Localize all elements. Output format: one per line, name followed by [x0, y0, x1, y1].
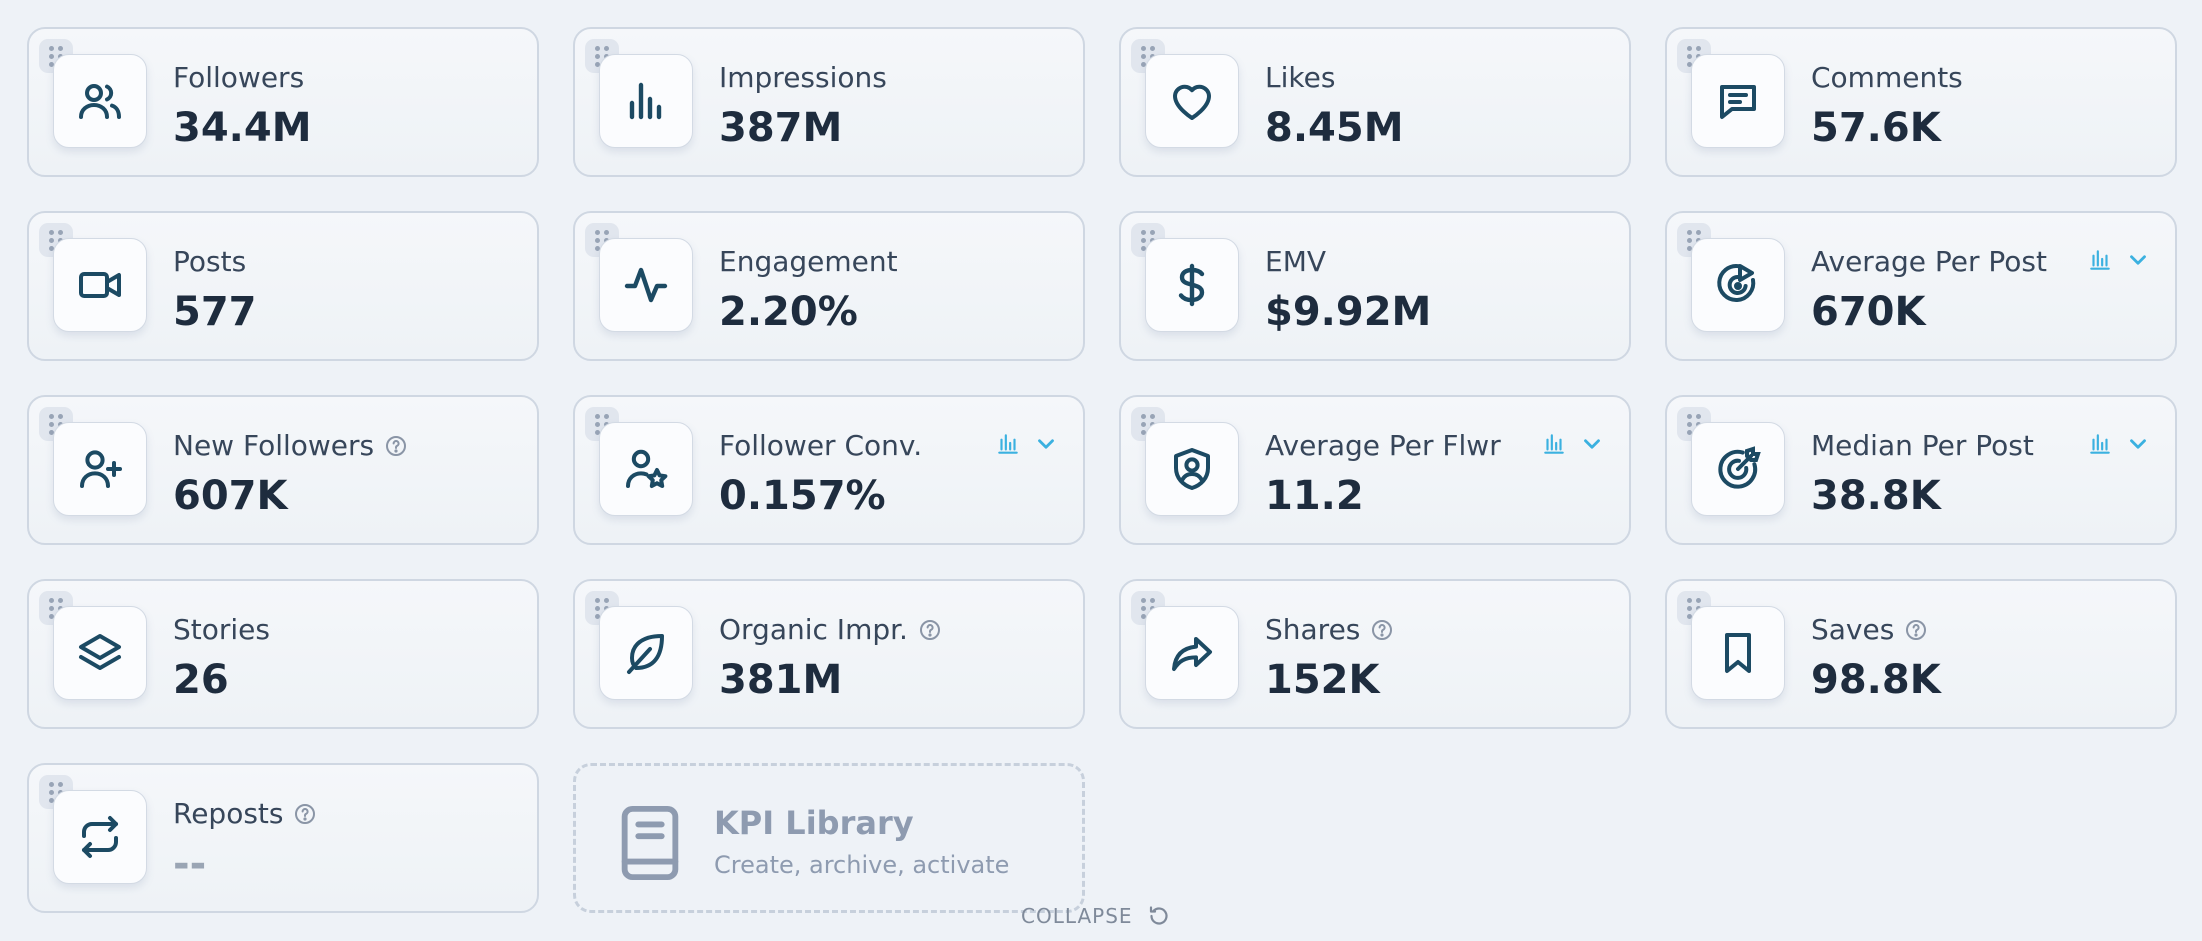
kpi-label: Saves [1811, 613, 1928, 646]
kpi-card-comments[interactable]: Comments 57.6K [1665, 27, 2177, 177]
kpi-label: Median Per Post [1811, 429, 2034, 462]
kpi-value: 98.8K [1811, 657, 1941, 703]
kpi-label: Reposts [173, 797, 317, 830]
repeat-icon [53, 790, 147, 884]
dollar-icon [1145, 238, 1239, 332]
kpi-label: Organic Impr. [719, 613, 942, 646]
kpi-library-title: KPI Library [714, 804, 914, 842]
share-icon [1145, 606, 1239, 700]
kpi-library-button[interactable]: KPI Library Create, archive, activate [573, 763, 1085, 913]
kpi-label: Stories [173, 613, 270, 646]
kpi-label: New Followers [173, 429, 408, 462]
kpi-card-saves[interactable]: Saves 98.8K [1665, 579, 2177, 729]
kpi-card-shares[interactable]: Shares 152K [1119, 579, 1631, 729]
kpi-value: 577 [173, 289, 257, 335]
activity-icon [599, 238, 693, 332]
user-star-icon [599, 422, 693, 516]
chevron-down-icon[interactable] [1579, 431, 1605, 457]
chart-toggle-icon[interactable] [995, 431, 1021, 457]
kpi-library-subtitle: Create, archive, activate [714, 851, 1010, 879]
kpi-value: 57.6K [1811, 105, 1941, 151]
kpi-value: 11.2 [1265, 473, 1364, 519]
card-tools [995, 431, 1059, 457]
kpi-card-impressions[interactable]: Impressions 387M [573, 27, 1085, 177]
card-tools [2087, 431, 2151, 457]
chart-toggle-icon[interactable] [1541, 431, 1567, 457]
help-icon[interactable] [1904, 618, 1928, 642]
kpi-card-emv[interactable]: EMV $9.92M [1119, 211, 1631, 361]
kpi-label: Average Per Flwr [1265, 429, 1501, 462]
comment-icon [1691, 54, 1785, 148]
kpi-grid: Followers 34.4M Impressions 387M Likes 8… [27, 27, 2177, 913]
kpi-card-organic-impr[interactable]: Organic Impr. 381M [573, 579, 1085, 729]
chevron-down-icon[interactable] [1033, 431, 1059, 457]
kpi-value: 670K [1811, 289, 1926, 335]
kpi-value: 607K [173, 473, 288, 519]
leaf-icon [599, 606, 693, 700]
kpi-card-reposts[interactable]: Reposts -- [27, 763, 539, 913]
video-camera-icon [53, 238, 147, 332]
chevron-down-icon[interactable] [2125, 431, 2151, 457]
target-icon [1691, 422, 1785, 516]
chart-toggle-icon[interactable] [2087, 247, 2113, 273]
kpi-label: Shares [1265, 613, 1394, 646]
user-plus-icon [53, 422, 147, 516]
help-icon[interactable] [293, 802, 317, 826]
kpi-label: EMV [1265, 245, 1327, 278]
kpi-card-posts[interactable]: Posts 577 [27, 211, 539, 361]
heart-icon [1145, 54, 1239, 148]
kpi-label: Engagement [719, 245, 898, 278]
kpi-card-new-followers[interactable]: New Followers 607K [27, 395, 539, 545]
collapse-button[interactable]: COLLAPSE [1021, 904, 1171, 928]
kpi-card-followers[interactable]: Followers 34.4M [27, 27, 539, 177]
help-icon[interactable] [918, 618, 942, 642]
kpi-value: 2.20% [719, 289, 858, 335]
kpi-card-likes[interactable]: Likes 8.45M [1119, 27, 1631, 177]
kpi-value: 8.45M [1265, 105, 1404, 151]
help-icon[interactable] [1370, 618, 1394, 642]
target-play-icon [1691, 238, 1785, 332]
kpi-card-follower-conv[interactable]: Follower Conv. 0.157% [573, 395, 1085, 545]
kpi-value: 0.157% [719, 473, 886, 519]
kpi-value: 387M [719, 105, 843, 151]
chevron-down-icon[interactable] [2125, 247, 2151, 273]
bookmark-icon [1691, 606, 1785, 700]
reset-icon [1149, 906, 1168, 925]
kpi-label: Average Per Post [1811, 245, 2047, 278]
book-icon [621, 805, 679, 881]
kpi-value: $9.92M [1265, 289, 1432, 335]
kpi-card-engagement[interactable]: Engagement 2.20% [573, 211, 1085, 361]
kpi-label: Follower Conv. [719, 429, 923, 462]
layers-icon [53, 606, 147, 700]
shield-user-icon [1145, 422, 1239, 516]
chart-toggle-icon[interactable] [2087, 431, 2113, 457]
kpi-value: 26 [173, 657, 229, 703]
kpi-value: 152K [1265, 657, 1380, 703]
kpi-card-average-per-post[interactable]: Average Per Post 670K [1665, 211, 2177, 361]
kpi-value: 38.8K [1811, 473, 1941, 519]
kpi-label: Followers [173, 61, 305, 94]
users-icon [53, 54, 147, 148]
kpi-value: 381M [719, 657, 843, 703]
bar-chart-icon [599, 54, 693, 148]
kpi-card-median-per-post[interactable]: Median Per Post 38.8K [1665, 395, 2177, 545]
card-tools [2087, 247, 2151, 273]
kpi-card-stories[interactable]: Stories 26 [27, 579, 539, 729]
kpi-label: Comments [1811, 61, 1963, 94]
kpi-label: Impressions [719, 61, 887, 94]
kpi-card-average-per-flwr[interactable]: Average Per Flwr 11.2 [1119, 395, 1631, 545]
kpi-label: Posts [173, 245, 247, 278]
help-icon[interactable] [384, 434, 408, 458]
collapse-label: COLLAPSE [1021, 904, 1133, 928]
kpi-label: Likes [1265, 61, 1336, 94]
card-tools [1541, 431, 1605, 457]
kpi-value: 34.4M [173, 105, 312, 151]
kpi-value: -- [173, 841, 207, 887]
